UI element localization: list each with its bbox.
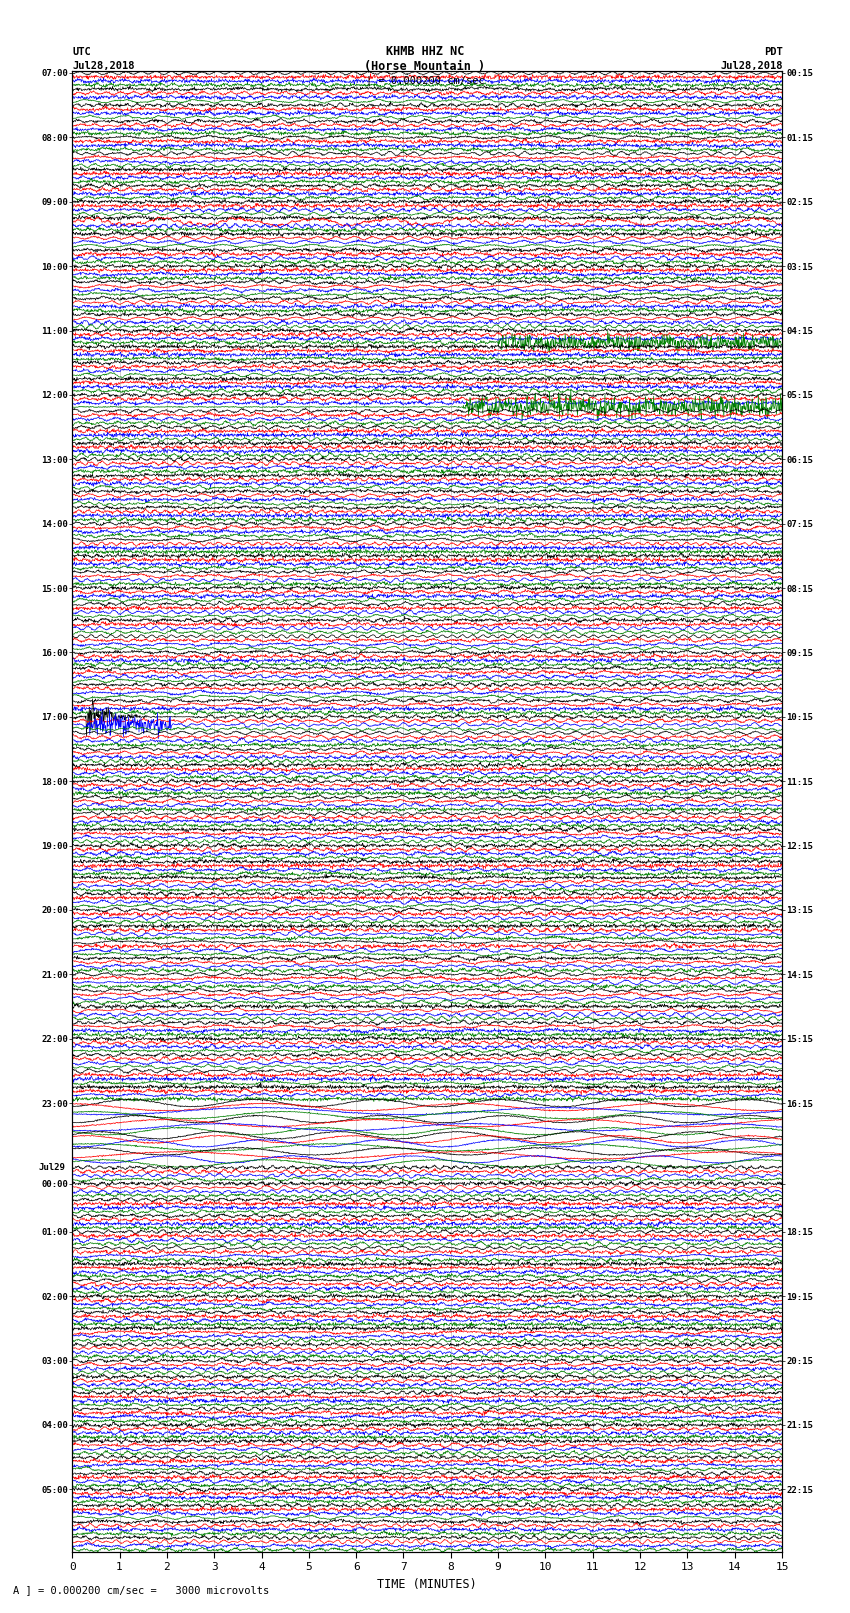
Text: A ] = 0.000200 cm/sec =   3000 microvolts: A ] = 0.000200 cm/sec = 3000 microvolts xyxy=(13,1586,269,1595)
Text: (Horse Mountain ): (Horse Mountain ) xyxy=(365,60,485,73)
Text: UTC: UTC xyxy=(72,47,91,56)
Text: KHMB HHZ NC: KHMB HHZ NC xyxy=(386,45,464,58)
Text: Jul28,2018: Jul28,2018 xyxy=(720,61,783,71)
Text: | = 0.000200 cm/sec: | = 0.000200 cm/sec xyxy=(366,76,484,85)
Text: PDT: PDT xyxy=(764,47,783,56)
Text: Jul29: Jul29 xyxy=(38,1163,65,1173)
X-axis label: TIME (MINUTES): TIME (MINUTES) xyxy=(377,1578,477,1590)
Text: Jul28,2018: Jul28,2018 xyxy=(72,61,135,71)
